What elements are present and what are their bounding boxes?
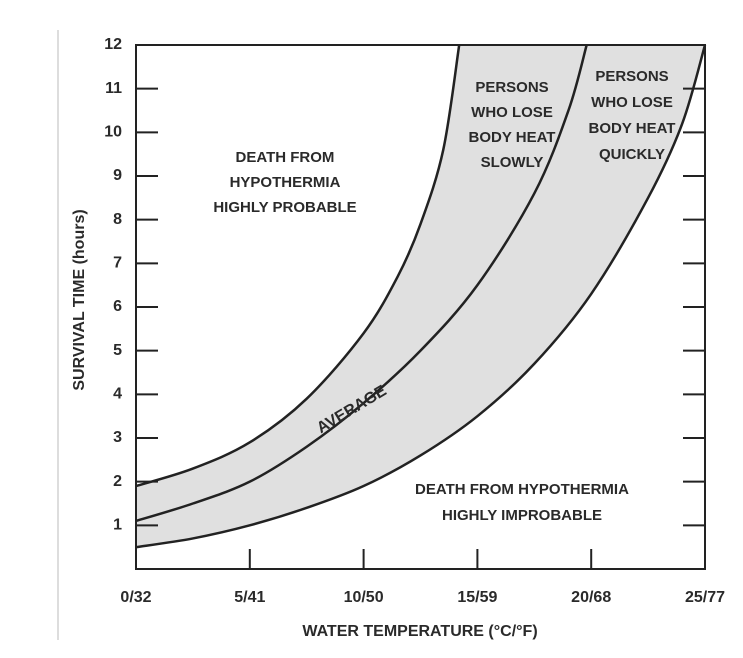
x-tick-label: 10/50 [344, 589, 384, 606]
y-tick-label: 9 [113, 167, 122, 184]
x-tick-label: 15/59 [457, 589, 497, 606]
annotation: HIGHLY IMPROBABLE [442, 507, 602, 524]
curve [135, 44, 707, 549]
y-tick-label: 2 [113, 473, 122, 490]
annotation: PERSONS [475, 79, 548, 96]
y-axis-label: SURVIVAL TIME (hours) [71, 209, 88, 390]
y-tick-label: 7 [113, 255, 122, 272]
y-tick-label: 11 [105, 80, 122, 97]
y-tick-label: 10 [104, 124, 122, 141]
y-tick-label: 1 [113, 517, 122, 534]
y-tick-label: 3 [113, 429, 122, 446]
curve [135, 44, 588, 523]
annotation: PERSONS [595, 68, 668, 85]
y-tick-label: 6 [113, 298, 122, 315]
y-tick-label: 4 [113, 386, 122, 403]
y-tick-label: 12 [104, 36, 122, 53]
annotation: HYPOTHERMIA [230, 174, 341, 191]
band-fill [136, 45, 705, 548]
annotation: WHO LOSE [471, 104, 553, 121]
annotation: WHO LOSE [591, 94, 673, 111]
annotation: DEATH FROM [236, 149, 335, 166]
x-tick-label: 0/32 [120, 589, 151, 606]
x-tick-label: 20/68 [571, 589, 611, 606]
curve [135, 44, 461, 488]
annotation: QUICKLY [599, 146, 665, 163]
x-axis-label: WATER TEMPERATURE (°C/°F) [302, 623, 537, 640]
annotation: DEATH FROM HYPOTHERMIA [415, 481, 629, 498]
x-tick-label: 5/41 [234, 589, 265, 606]
y-tick-label: 5 [113, 342, 122, 359]
annotation: SLOWLY [481, 154, 544, 171]
annotation: BODY HEAT [469, 129, 556, 146]
x-tick-label: 25/77 [685, 589, 725, 606]
annotation: HIGHLY PROBABLE [213, 199, 356, 216]
y-tick-label: 8 [113, 211, 122, 228]
annotation: BODY HEAT [589, 120, 676, 137]
